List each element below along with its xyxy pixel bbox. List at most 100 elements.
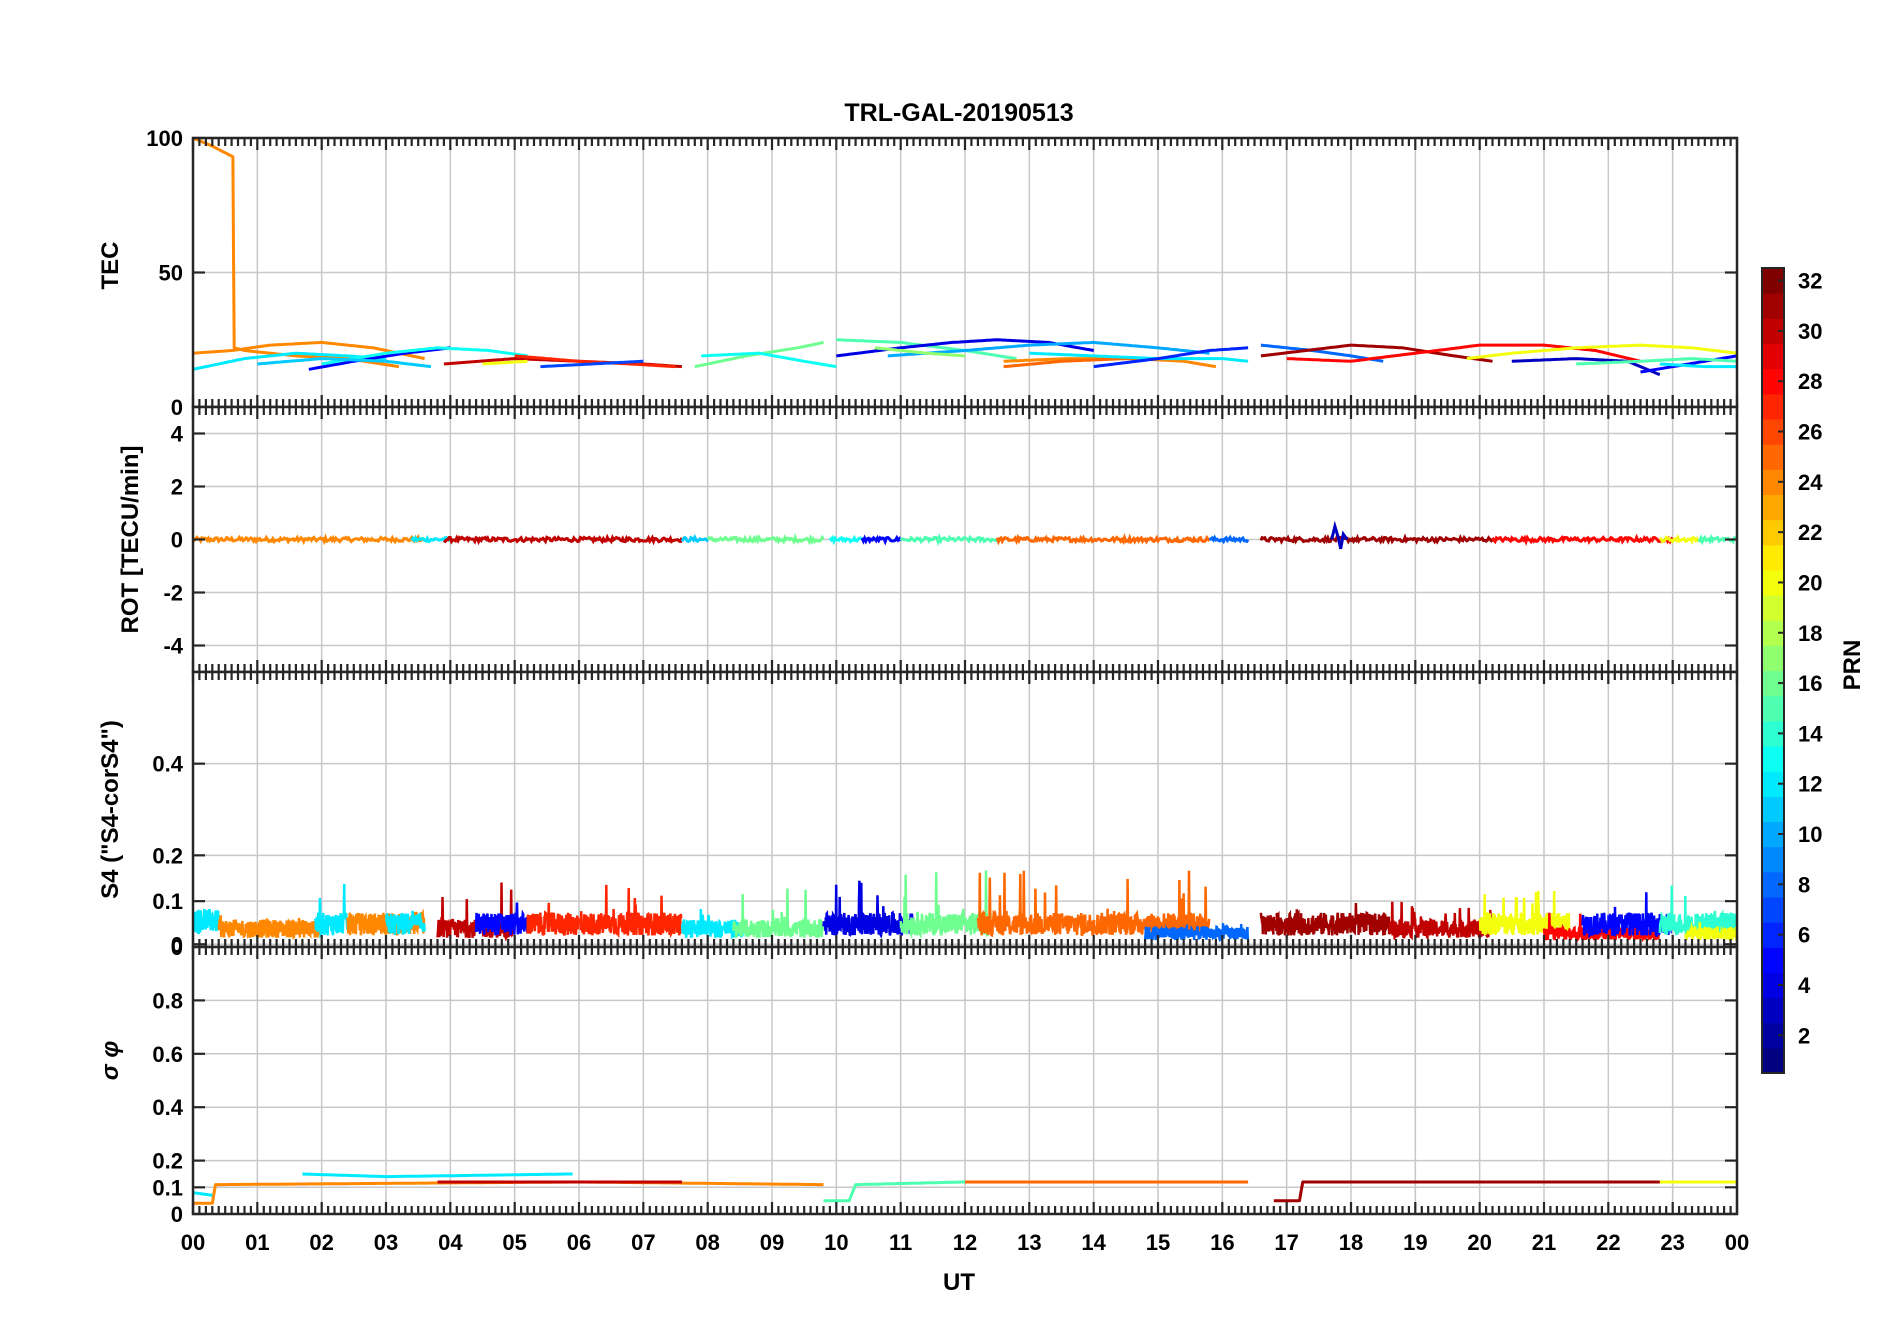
series-prn-31 bbox=[1260, 343, 1493, 363]
s4-series-prn-25 bbox=[976, 870, 1211, 938]
colorbar-frame bbox=[1761, 267, 1785, 1074]
s4-series-prn-12 bbox=[385, 910, 426, 935]
x-tick-label: 07 bbox=[631, 1230, 655, 1255]
colorbar-segment bbox=[1762, 569, 1784, 596]
x-tick-label: 20 bbox=[1467, 1230, 1491, 1255]
panel-S4-ticks bbox=[191, 672, 1739, 947]
colorbar-segment bbox=[1762, 318, 1784, 345]
y-tick-label: 0 bbox=[171, 932, 183, 957]
series-prn-5 bbox=[1640, 354, 1738, 374]
colorbar-tick-label: 12 bbox=[1798, 772, 1822, 797]
colorbar-segment bbox=[1762, 997, 1784, 1024]
colorbar-tick-label: 16 bbox=[1798, 671, 1822, 696]
panel-sigma_phi-ticks bbox=[191, 947, 1739, 1214]
y-tick-label: 0 bbox=[171, 395, 183, 420]
colorbar-segment bbox=[1762, 745, 1784, 772]
series-prn-15 bbox=[1576, 357, 1738, 366]
y-axis-label-s4: S4 ("S4-corS4") bbox=[97, 720, 124, 899]
x-tick-label: 12 bbox=[953, 1230, 977, 1255]
y-tick-label: 0 bbox=[171, 528, 183, 553]
panel-TEC: 0 50 100 TEC bbox=[97, 126, 1739, 420]
colorbar-segment bbox=[1762, 620, 1784, 646]
x-tick-label: 17 bbox=[1274, 1230, 1298, 1255]
panel-TEC-data bbox=[192, 136, 1738, 377]
series-prn-31 bbox=[1273, 1180, 1737, 1203]
x-tick-label: 22 bbox=[1596, 1230, 1620, 1255]
s4-series-prn-24 bbox=[217, 915, 323, 940]
x-tick-label: 02 bbox=[309, 1230, 333, 1255]
x-tick-label: 08 bbox=[695, 1230, 719, 1255]
colorbar-tick-label: 4 bbox=[1798, 973, 1811, 998]
s4-series-prn-27 bbox=[526, 884, 683, 939]
rot-series-prn-12 bbox=[410, 534, 452, 544]
colorbar-segment bbox=[1762, 771, 1784, 797]
y-tick-label: 0.6 bbox=[152, 1042, 183, 1067]
y-tick-label: 0 bbox=[171, 935, 183, 960]
colorbar-tick-label: 14 bbox=[1798, 721, 1823, 746]
x-tick-label: 10 bbox=[824, 1230, 848, 1255]
x-tick-label: 01 bbox=[245, 1230, 269, 1255]
colorbar-segment bbox=[1762, 720, 1784, 747]
colorbar-tick-label: 22 bbox=[1798, 520, 1822, 545]
colorbar-tick-label: 18 bbox=[1798, 621, 1822, 646]
colorbar-tick-label: 6 bbox=[1798, 923, 1810, 948]
x-tick-label: 13 bbox=[1017, 1230, 1041, 1255]
x-tick-label: 09 bbox=[760, 1230, 784, 1255]
colorbar-segment bbox=[1762, 896, 1784, 923]
colorbar-tick-label: 26 bbox=[1798, 420, 1822, 445]
series-prn-7 bbox=[540, 359, 644, 369]
colorbar-segment bbox=[1762, 972, 1784, 999]
series-prn-24 bbox=[192, 340, 425, 361]
x-tick-label: 03 bbox=[374, 1230, 398, 1255]
s4-series-prn-12 bbox=[680, 908, 748, 940]
s4-series-prn-20 bbox=[1684, 921, 1739, 942]
panel-S4: 000.10.20.4S4 ("S4-corS4") bbox=[97, 670, 1739, 960]
y-tick-label: 0.1 bbox=[152, 1175, 183, 1200]
rot-series-prn-28 bbox=[1491, 533, 1674, 546]
panel-S4-data bbox=[191, 870, 1739, 943]
panel-sigma_phi-data bbox=[192, 1172, 1737, 1205]
colorbar-segment bbox=[1762, 947, 1784, 973]
y-tick-label: 100 bbox=[146, 126, 183, 151]
series-prn-20 bbox=[482, 359, 528, 366]
colorbar-segment bbox=[1762, 544, 1784, 571]
x-tick-label: 04 bbox=[438, 1230, 463, 1255]
series-prn-6 bbox=[1093, 346, 1249, 369]
y-tick-label: 2 bbox=[171, 475, 183, 500]
y-tick-label: 0.4 bbox=[152, 1095, 183, 1120]
rot-series-prn-5 bbox=[860, 534, 902, 546]
colorbar-segment bbox=[1762, 494, 1784, 521]
rot-series-prn-31 bbox=[1259, 533, 1494, 545]
colorbar-segment bbox=[1762, 595, 1784, 621]
colorbar-segment bbox=[1762, 469, 1784, 496]
rot-series-prn-24 bbox=[191, 533, 425, 546]
colorbar-tick-label: 32 bbox=[1798, 269, 1822, 294]
colorbar-segment bbox=[1762, 393, 1784, 420]
colorbar-tick-label: 24 bbox=[1798, 470, 1823, 495]
rot-series-prn-25 bbox=[995, 533, 1211, 546]
colorbar-tick-label: 30 bbox=[1798, 319, 1822, 344]
colorbar-segment bbox=[1762, 1022, 1784, 1049]
colorbar-segment bbox=[1762, 922, 1784, 948]
series-prn-10 bbox=[887, 340, 1210, 358]
x-tick-label: 06 bbox=[567, 1230, 591, 1255]
colorbar-segment bbox=[1762, 444, 1784, 470]
y-tick-label: 0.2 bbox=[152, 843, 183, 868]
rot-spike bbox=[1330, 520, 1349, 550]
y-axis-label-rot: ROT [TECU/min] bbox=[117, 446, 144, 634]
x-tick-label: 05 bbox=[502, 1230, 526, 1255]
s4-series-prn-4 bbox=[822, 880, 915, 939]
y-axis-label-tec: TEC bbox=[97, 242, 124, 290]
x-tick-label: 23 bbox=[1660, 1230, 1684, 1255]
y-tick-label: -4 bbox=[163, 634, 183, 659]
x-tick-label: 18 bbox=[1339, 1230, 1363, 1255]
s4-series-prn-30 bbox=[1388, 901, 1494, 941]
x-tick-label: 21 bbox=[1532, 1230, 1556, 1255]
series-prn-12 bbox=[1029, 351, 1249, 363]
series-prn-8 bbox=[1260, 343, 1384, 363]
rot-series-prn-15 bbox=[899, 533, 999, 547]
series-prn-12 bbox=[302, 1172, 573, 1179]
x-axis-label: UT bbox=[943, 1269, 975, 1296]
